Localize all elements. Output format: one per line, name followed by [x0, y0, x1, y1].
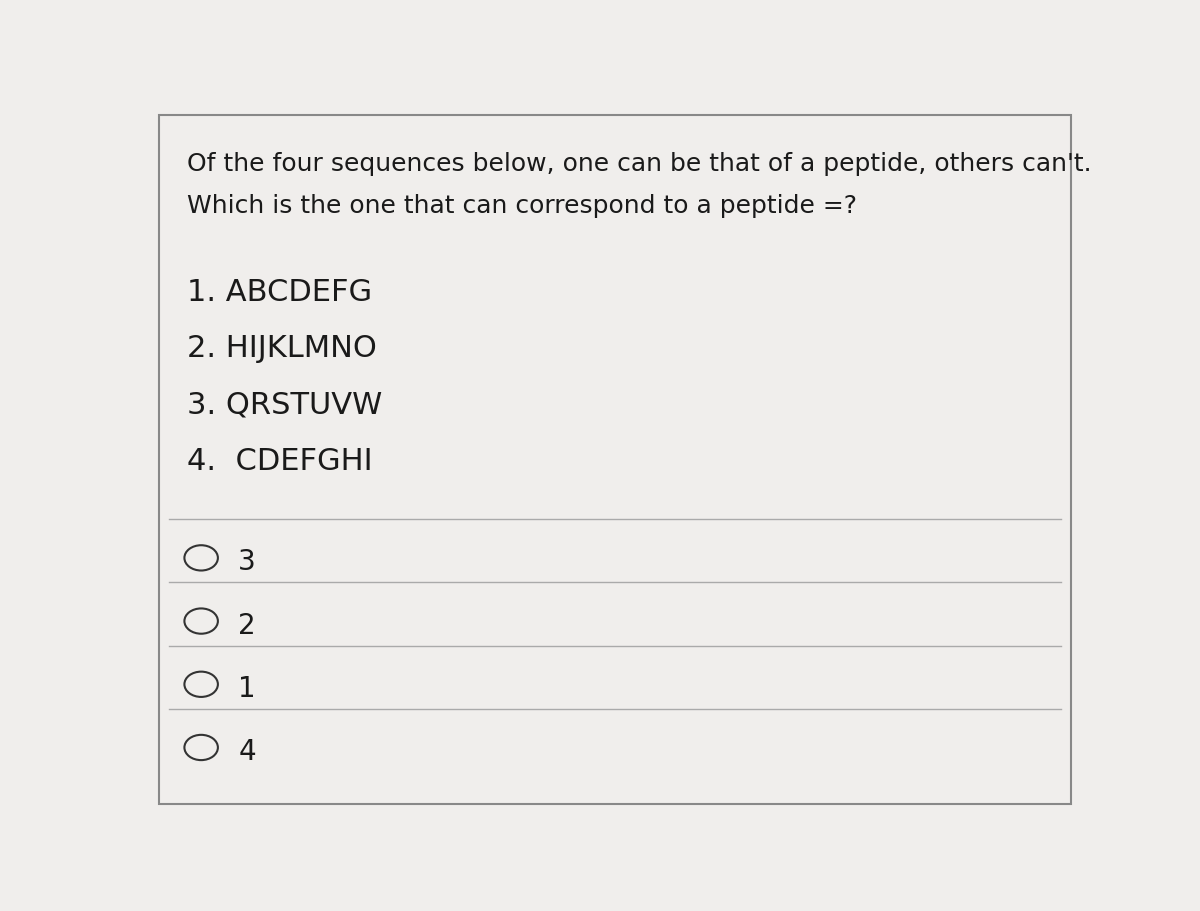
Text: 4: 4 — [239, 737, 256, 765]
Text: 3: 3 — [239, 548, 256, 576]
Text: 2: 2 — [239, 611, 256, 639]
Text: 1. ABCDEFG: 1. ABCDEFG — [187, 278, 372, 307]
FancyBboxPatch shape — [160, 117, 1070, 804]
Text: Of the four sequences below, one can be that of a peptide, others can't.: Of the four sequences below, one can be … — [187, 151, 1092, 176]
Text: Which is the one that can correspond to a peptide =?: Which is the one that can correspond to … — [187, 193, 857, 218]
Text: 3. QRSTUVW: 3. QRSTUVW — [187, 390, 383, 419]
Text: 2. HIJKLMNO: 2. HIJKLMNO — [187, 333, 377, 363]
Text: 1: 1 — [239, 674, 256, 702]
Text: 4.  CDEFGHI: 4. CDEFGHI — [187, 446, 373, 475]
